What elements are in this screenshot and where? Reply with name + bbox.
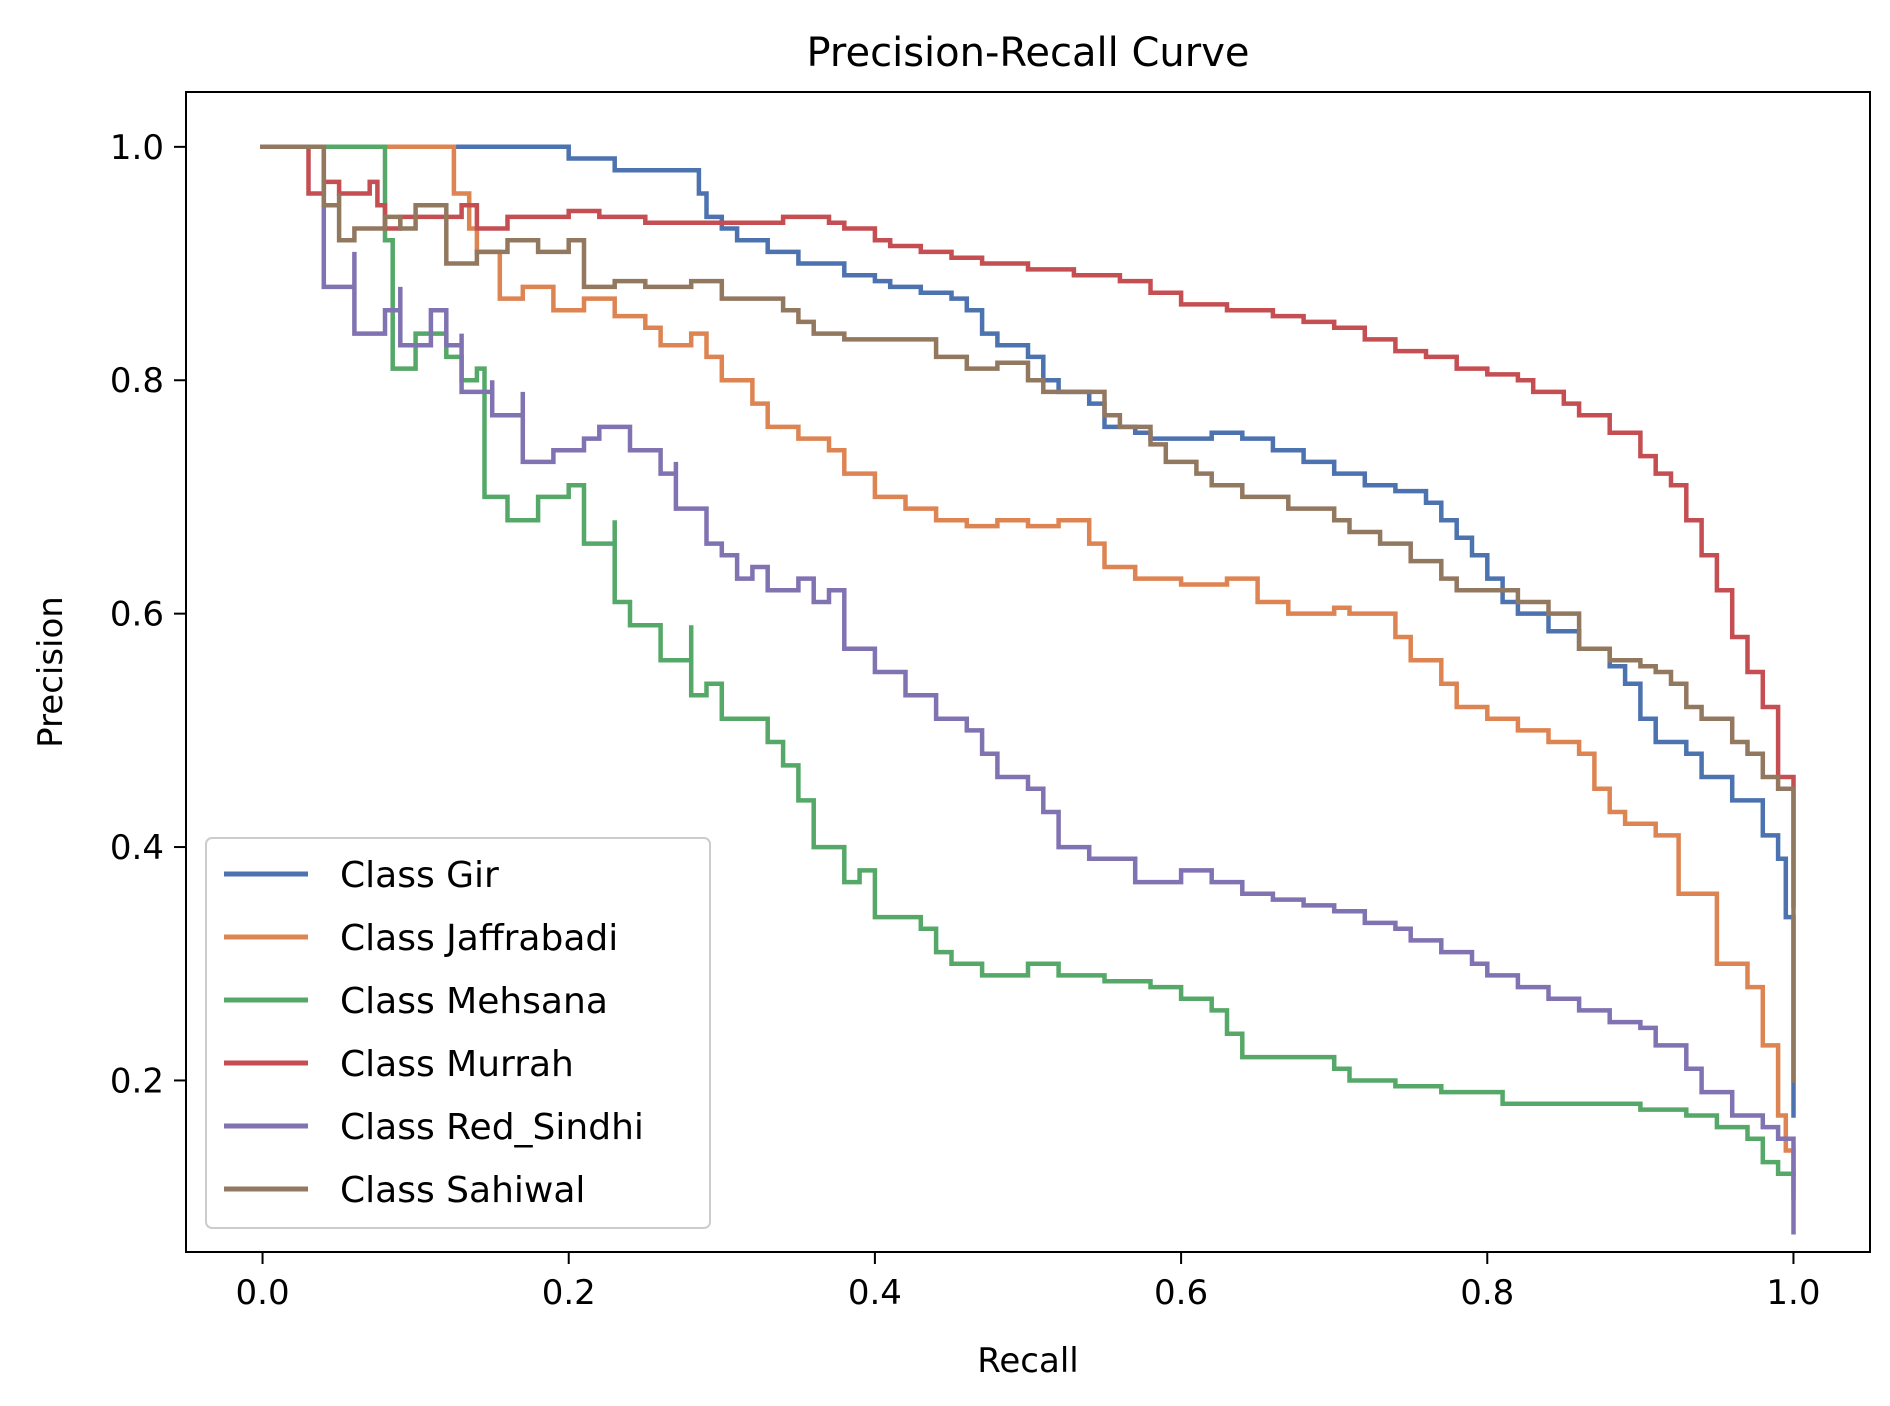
legend-label: Class Mehsana [340,981,608,1022]
plot-frame [185,91,1871,1253]
y-tick-label: 0.8 [110,361,164,401]
y-axis-label: Precision [31,596,71,748]
series-line-class-mehsana [260,144,1796,1200]
legend-label: Class Sahiwal [340,1170,585,1211]
x-axis: 0.0 0.2 0.4 0.6 0.8 1.0 [236,1252,1820,1313]
x-tick-label: 0.6 [1154,1273,1208,1313]
x-axis-label: Recall [977,1341,1078,1381]
x-tick-label: 0.8 [1460,1273,1514,1313]
legend-box [205,837,711,1229]
y-tick-label: 0.4 [110,828,164,868]
x-tick-label: 0.0 [236,1273,290,1313]
legend-label: Class Murrah [340,1044,574,1085]
chart-title: Precision-Recall Curve [807,30,1250,76]
y-tick-label: 0.2 [110,1061,164,1101]
series-line-class-murrah [260,144,1796,908]
x-tick-label: 0.4 [848,1273,902,1313]
legend-label: Class Red_Sindhi [340,1107,644,1148]
legend-label: Class Jaffrabadi [340,918,618,959]
series-layer [260,144,1796,1235]
legend-label: Class Gir [340,855,499,896]
series-line-class-gir [260,144,1796,1118]
series-line-class-red-sindhi [260,144,1796,1235]
series-line-class-sahiwal [260,144,1796,1083]
series-line-class-jaffrabadi [260,144,1796,1177]
y-tick-label: 1.0 [110,128,164,168]
x-tick-label: 1.0 [1766,1273,1820,1313]
y-tick-label: 0.6 [110,595,164,635]
y-axis: 0.2 0.4 0.6 0.8 1.0 [110,128,186,1101]
x-tick-label: 0.2 [542,1273,596,1313]
legend: Class Gir Class Jaffrabadi Class Mehsana Cl… [205,837,711,1229]
